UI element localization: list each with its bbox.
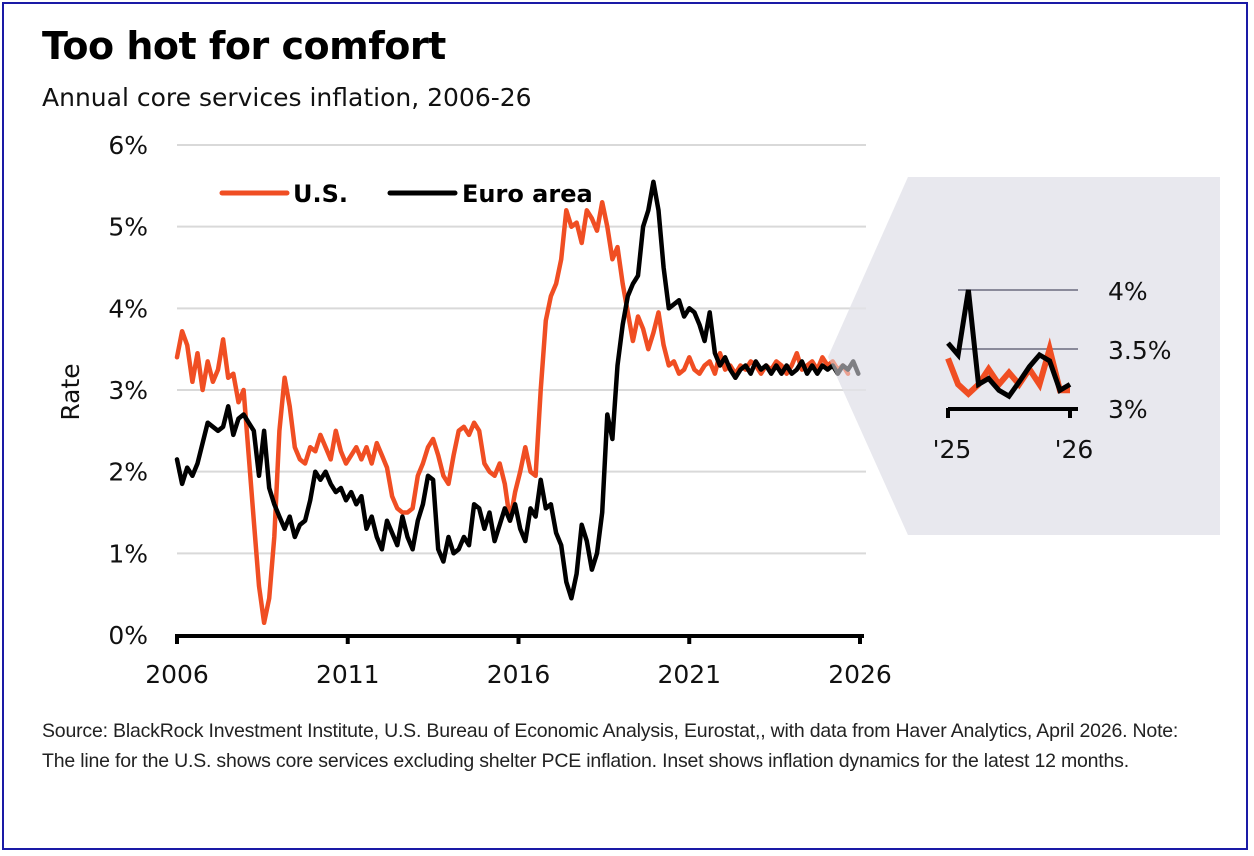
legend: U.S. Euro area — [219, 180, 593, 208]
y-tick-label: 6% — [108, 131, 148, 160]
y-tick-label: 5% — [108, 213, 148, 242]
legend-label: Euro area — [462, 180, 593, 208]
inset-connector-overlay — [828, 177, 908, 535]
source-footnote: Source: BlackRock Investment Institute, … — [42, 720, 1179, 772]
x-tick-label: 2006 — [145, 660, 209, 689]
main-y-tick-labels: 0% 1% 2% 3% 4% 5% 6% — [108, 131, 148, 650]
y-tick-label: 2% — [108, 458, 148, 487]
series-line-u-s — [174, 199, 851, 626]
main-gridlines — [177, 144, 866, 555]
y-tick-label: 3% — [108, 376, 148, 405]
y-tick-label: 4% — [108, 294, 148, 323]
inset-y-tick-label: 3% — [1108, 395, 1148, 424]
chart-title: Too hot for comfort — [42, 24, 446, 68]
y-axis-label: Rate — [56, 363, 85, 420]
inset-x-tick-label: '26 — [1055, 435, 1094, 464]
x-tick-label: 2026 — [828, 660, 892, 689]
inset-zoom-background — [828, 177, 1220, 535]
x-tick-label: 2016 — [487, 660, 551, 689]
chart-subtitle: Annual core services inflation, 2006-26 — [42, 83, 532, 112]
main-x-axis: 2006 2011 2016 2021 2026 — [145, 634, 892, 689]
y-tick-label: 1% — [108, 539, 148, 568]
series-line-euro-area — [174, 179, 861, 601]
main-series-lines — [174, 177, 908, 626]
x-tick-label: 2011 — [316, 660, 380, 689]
legend-label: U.S. — [293, 180, 348, 208]
inset-chart: 3% 3.5% 4% '25 '26 — [933, 277, 1172, 464]
inset-series-line-euro-area — [946, 289, 1072, 400]
y-tick-label: 0% — [108, 621, 148, 650]
inset-y-tick-label: 3.5% — [1108, 336, 1172, 365]
inset-y-tick-label: 4% — [1108, 277, 1148, 306]
inset-series-line-u-s — [945, 337, 1070, 398]
inset-x-tick-label: '25 — [933, 435, 972, 464]
x-tick-label: 2021 — [657, 660, 721, 689]
